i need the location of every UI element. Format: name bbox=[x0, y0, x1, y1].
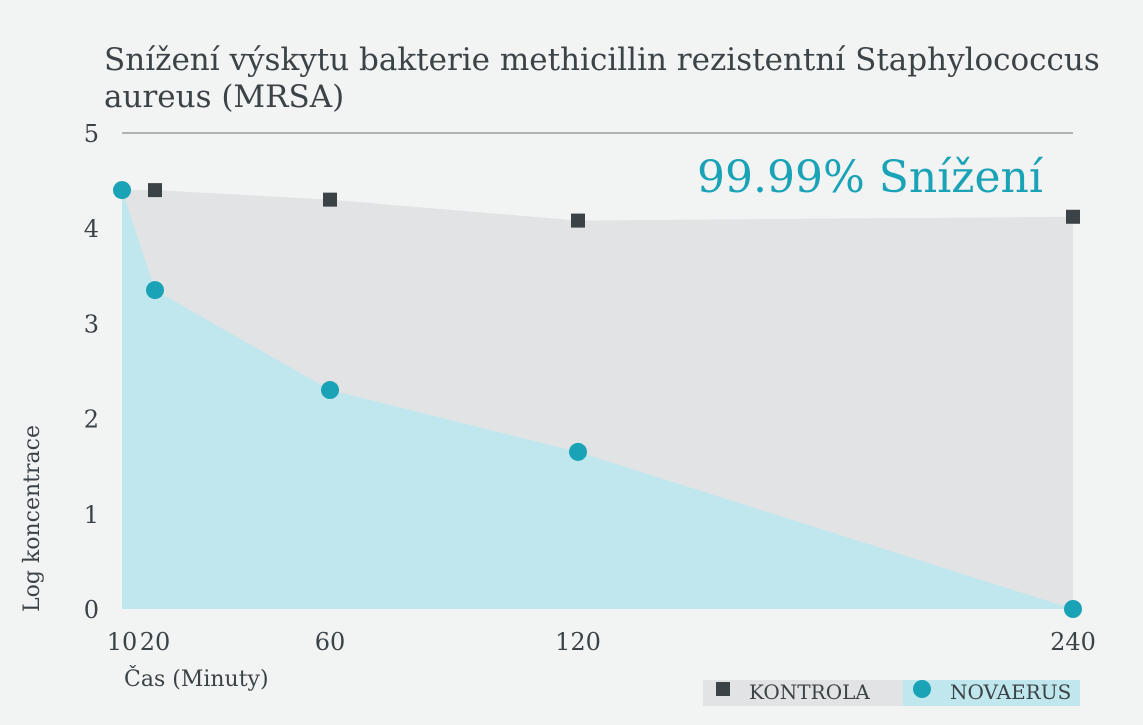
y-axis-label: Log koncentrace bbox=[20, 425, 45, 612]
point-kontrola-20 bbox=[148, 183, 162, 198]
x-tick-60: 60 bbox=[315, 628, 346, 656]
legend-swatch-novaerus bbox=[903, 680, 1080, 706]
point-novaerus-240 bbox=[1064, 600, 1082, 618]
point-kontrola-120 bbox=[571, 213, 585, 228]
legend: KONTROLA NOVAERUS bbox=[703, 680, 1080, 706]
x-tick-10: 10 bbox=[107, 628, 138, 656]
x-tick-20: 20 bbox=[140, 628, 171, 656]
x-axis-label: Čas (Minuty) bbox=[124, 665, 269, 692]
y-tick-5: 5 bbox=[84, 120, 99, 148]
y-axis-ticks: 0 1 2 3 4 5 bbox=[84, 120, 99, 624]
chart-title-line-1: Snížení výskytu bakterie methicillin rez… bbox=[104, 42, 1100, 78]
reduction-annotation: 99.99% Snížení bbox=[697, 152, 1044, 203]
legend-marker-novaerus bbox=[913, 680, 931, 698]
point-kontrola-240 bbox=[1066, 209, 1080, 224]
point-novaerus-20 bbox=[146, 281, 164, 300]
point-kontrola-60 bbox=[323, 192, 337, 207]
series-markers bbox=[113, 181, 1082, 618]
y-tick-4: 4 bbox=[84, 215, 99, 243]
y-tick-3: 3 bbox=[84, 310, 99, 338]
x-axis-ticks: 10 20 60 120 240 bbox=[107, 628, 1096, 656]
y-tick-0: 0 bbox=[84, 596, 99, 624]
x-tick-120: 120 bbox=[555, 628, 601, 656]
legend-marker-kontrola bbox=[716, 682, 730, 696]
x-tick-240: 240 bbox=[1050, 628, 1096, 656]
series-areas bbox=[122, 190, 1073, 609]
legend-label-novaerus: NOVAERUS bbox=[950, 680, 1071, 704]
point-novaerus-60 bbox=[321, 381, 339, 400]
legend-label-kontrola: KONTROLA bbox=[749, 680, 870, 704]
chart-title-line-2: aureus (MRSA) bbox=[104, 79, 344, 115]
area-novaerus bbox=[122, 190, 1073, 609]
point-novaerus-120 bbox=[569, 442, 587, 461]
y-tick-2: 2 bbox=[84, 406, 99, 434]
point-novaerus-10 bbox=[113, 181, 131, 200]
y-tick-1: 1 bbox=[84, 501, 99, 529]
